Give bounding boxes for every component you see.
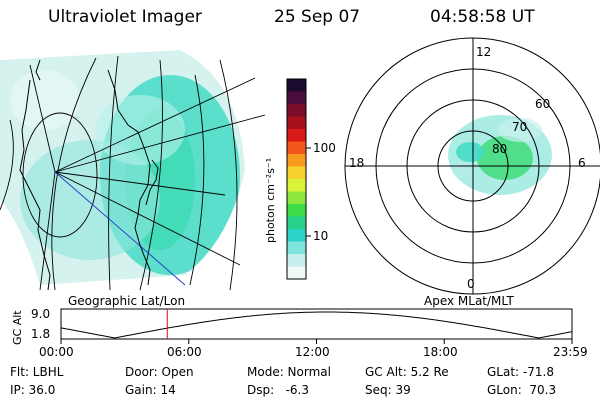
timeline-ytick-9: 9.0	[31, 307, 51, 321]
timeline-xtick-1: 06:00	[167, 345, 202, 359]
info-flt: Flt: LBHL	[10, 365, 64, 379]
polar-grid	[344, 37, 600, 295]
polar-mlt-6: 6	[578, 156, 586, 170]
colorbar-swatch	[287, 104, 306, 117]
timeline-xtick-0: 00:00	[39, 345, 74, 359]
colorbar-swatch	[287, 166, 306, 180]
timeline-axis-title: GC Alt	[11, 310, 24, 345]
colorbar-swatch	[287, 204, 306, 217]
polar-mlt-18: 18	[349, 156, 365, 170]
polar-aurora-emission	[448, 115, 552, 195]
colorbar-tick-label-100: 100	[313, 141, 336, 155]
info-dsp: Dsp: -6.3	[247, 383, 310, 397]
colorbar-swatch	[287, 241, 306, 255]
colorbar-swatch	[287, 216, 306, 230]
colorbar-swatch	[287, 129, 306, 142]
timeline-xtick-2: 12:00	[295, 345, 330, 359]
info-mode: Mode: Normal	[247, 365, 331, 379]
polar-lat-70: 70	[512, 120, 528, 134]
polar-mlt-0: 0	[467, 277, 475, 291]
time-label: 04:58:58 UT	[430, 7, 535, 27]
geo-meridian-line	[54, 171, 186, 286]
polar-lat-80: 80	[492, 142, 508, 156]
timeline-xtick-4: 23:59	[553, 345, 588, 359]
info-gain: Gain: 14	[125, 383, 176, 397]
timeline-xtick-3: 18:00	[423, 345, 458, 359]
altitude-curve	[60, 311, 573, 339]
polar-lat-60: 60	[535, 97, 551, 111]
info-gc-alt: GC Alt: 5.2 Re	[365, 365, 449, 379]
colorbar-frame	[286, 78, 307, 280]
colorbar-swatch	[287, 179, 306, 192]
colorbar-swatch	[287, 79, 306, 92]
info-seq: Seq: 39	[365, 383, 411, 397]
info-glat: GLat: -71.8	[487, 365, 554, 379]
timeline-ticks	[60, 339, 573, 344]
colorbar-swatch	[287, 229, 306, 242]
colorbar-swatch	[287, 254, 306, 267]
geo-coastline	[19, 59, 159, 291]
colorbar-swatch	[287, 91, 306, 105]
colorbar-swatch	[287, 154, 306, 167]
colorbar-swatch	[287, 116, 306, 130]
app-title: Ultraviolet Imager	[48, 7, 202, 27]
timeline-ytick-1.8: 1.8	[31, 327, 51, 341]
geo-grid-lines	[0, 55, 266, 291]
date-label: 25 Sep 07	[274, 7, 361, 27]
colorbar-tick-label-10: 10	[313, 229, 329, 243]
timeline-frame	[60, 308, 573, 340]
colorbar-swatch	[287, 191, 306, 205]
info-glon: GLon: 70.3	[487, 383, 557, 397]
colorbar-swatch	[287, 266, 306, 280]
polar-plot-caption: Apex MLat/MLT	[424, 294, 514, 308]
info-ip: IP: 36.0	[10, 383, 56, 397]
info-door: Door: Open	[125, 365, 194, 379]
polar-mlt-12: 12	[476, 45, 492, 59]
geographic-map-caption: Geographic Lat/Lon	[68, 294, 186, 308]
colorbar-swatch	[287, 141, 306, 155]
